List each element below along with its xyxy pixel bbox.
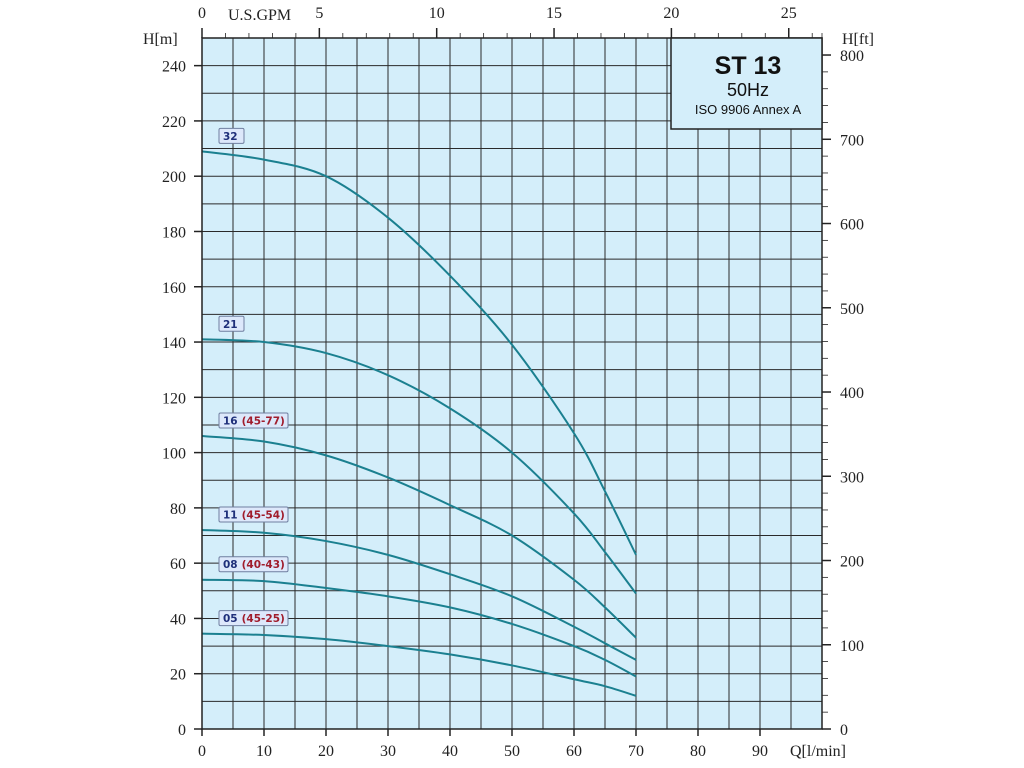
series-label-number: 11 — [223, 509, 238, 521]
series-label-range: (40-43) — [242, 559, 285, 571]
x-tick-label: 80 — [690, 743, 706, 760]
x-tick-label: 90 — [752, 743, 768, 760]
series-label-box — [218, 315, 245, 332]
y-right-tick-label: 100 — [840, 638, 864, 655]
curve-16 — [201, 435, 637, 639]
x-top-tick-label: 10 — [429, 5, 445, 22]
series-label-range: (45-25) — [242, 613, 285, 625]
chart-subtitle: 50Hz — [727, 80, 769, 100]
x-tick-label: 0 — [198, 743, 206, 760]
y-tick-label: 40 — [170, 611, 186, 628]
y-tick-label: 240 — [162, 59, 186, 76]
y-right-tick-label: 800 — [840, 48, 864, 65]
y-right-tick-label: 400 — [840, 385, 864, 402]
curve-08 — [201, 578, 637, 678]
y-right-tick-label: 500 — [840, 301, 864, 318]
series-label-range: (45-54) — [242, 509, 285, 521]
series-label-range: (45-77) — [242, 416, 285, 428]
x-top-tick-label: 0 — [198, 5, 206, 22]
x-tick-label: 50 — [504, 743, 520, 760]
series-label-11: 11 (45-54) — [218, 506, 289, 523]
axes: 0 10 20 30 40 50 60 70 80 90020406080100120140160… — [162, 5, 864, 760]
x-tick-label: 10 — [256, 743, 272, 760]
series-label-box — [218, 556, 289, 573]
y-tick-label: 60 — [170, 556, 186, 573]
y-right-tick-label: 300 — [840, 469, 864, 486]
y-right-tick-label: 0 — [840, 722, 848, 739]
series-label-text: 11 (45-54) — [223, 509, 285, 521]
x-tick-label: 30 — [380, 743, 396, 760]
series-label-text: 05 (45-25) — [223, 613, 285, 625]
y-tick-label: 20 — [170, 667, 186, 684]
y-tick-label: 120 — [162, 390, 186, 407]
x-tick-label: 70 — [628, 743, 644, 760]
series-label-32: 32 — [218, 127, 245, 144]
x-top-tick-label: 25 — [781, 5, 797, 22]
y-right-tick-label: 600 — [840, 217, 864, 234]
y-tick-label: 80 — [170, 501, 186, 518]
series-label-08: 08 (40-43) — [218, 556, 289, 573]
curve-21 — [201, 338, 637, 595]
chart-standard: ISO 9906 Annex A — [695, 102, 802, 117]
x-top-tick-label: 20 — [663, 5, 679, 22]
series-label-number: 32 — [223, 131, 238, 143]
series-labels: 32 21 16 (45-77) 11 (45-54) 08 (40-43) 05 (45-25) — [218, 127, 289, 627]
grid — [202, 38, 822, 729]
series-label-05: 05 (45-25) — [218, 610, 289, 627]
x-tick-label: 20 — [318, 743, 334, 760]
x-tick-label: 40 — [442, 743, 458, 760]
y-tick-label: 200 — [162, 169, 186, 186]
series-label-21: 21 — [218, 315, 245, 332]
series-label-16: 16 (45-77) — [218, 412, 289, 429]
y-right-tick-label: 700 — [840, 132, 864, 149]
curve-32 — [201, 150, 637, 556]
series-label-text: 16 (45-77) — [223, 416, 285, 428]
x-axis-label: Q[l/min] — [790, 743, 846, 760]
y-tick-label: 100 — [162, 446, 186, 463]
series-label-box — [218, 412, 289, 429]
x-tick-label: 60 — [566, 743, 582, 760]
series-label-box — [218, 610, 289, 627]
series-label-text: 21 — [223, 319, 238, 331]
y-right-tick-label: 200 — [840, 554, 864, 571]
series-label-number: 05 — [223, 613, 238, 625]
series-label-number: 16 — [223, 416, 238, 428]
info-box: ST 13 50Hz ISO 9906 Annex A — [670, 37, 823, 130]
y-axis-label: H[m] — [143, 31, 178, 48]
curve-05 — [201, 632, 637, 697]
y-tick-label: 160 — [162, 280, 186, 297]
series-label-text: 08 (40-43) — [223, 559, 285, 571]
y-tick-label: 140 — [162, 335, 186, 352]
chart-title: ST 13 — [715, 52, 782, 80]
y-tick-label: 180 — [162, 224, 186, 241]
series-label-number: 21 — [223, 319, 238, 331]
y-tick-label: 220 — [162, 114, 186, 131]
curve-11 — [201, 528, 637, 661]
series-label-box — [218, 127, 245, 144]
series-label-box — [218, 506, 289, 523]
series-label-number: 08 — [223, 559, 238, 571]
series-label-text: 32 — [223, 131, 238, 143]
y-tick-label: 0 — [178, 722, 186, 739]
curves — [201, 150, 637, 697]
x-top-tick-label: 15 — [546, 5, 562, 22]
x-top-axis-label: U.S.GPM — [228, 7, 291, 24]
x-top-tick-label: 5 — [315, 5, 323, 22]
y-right-axis-label: H[ft] — [842, 31, 874, 48]
